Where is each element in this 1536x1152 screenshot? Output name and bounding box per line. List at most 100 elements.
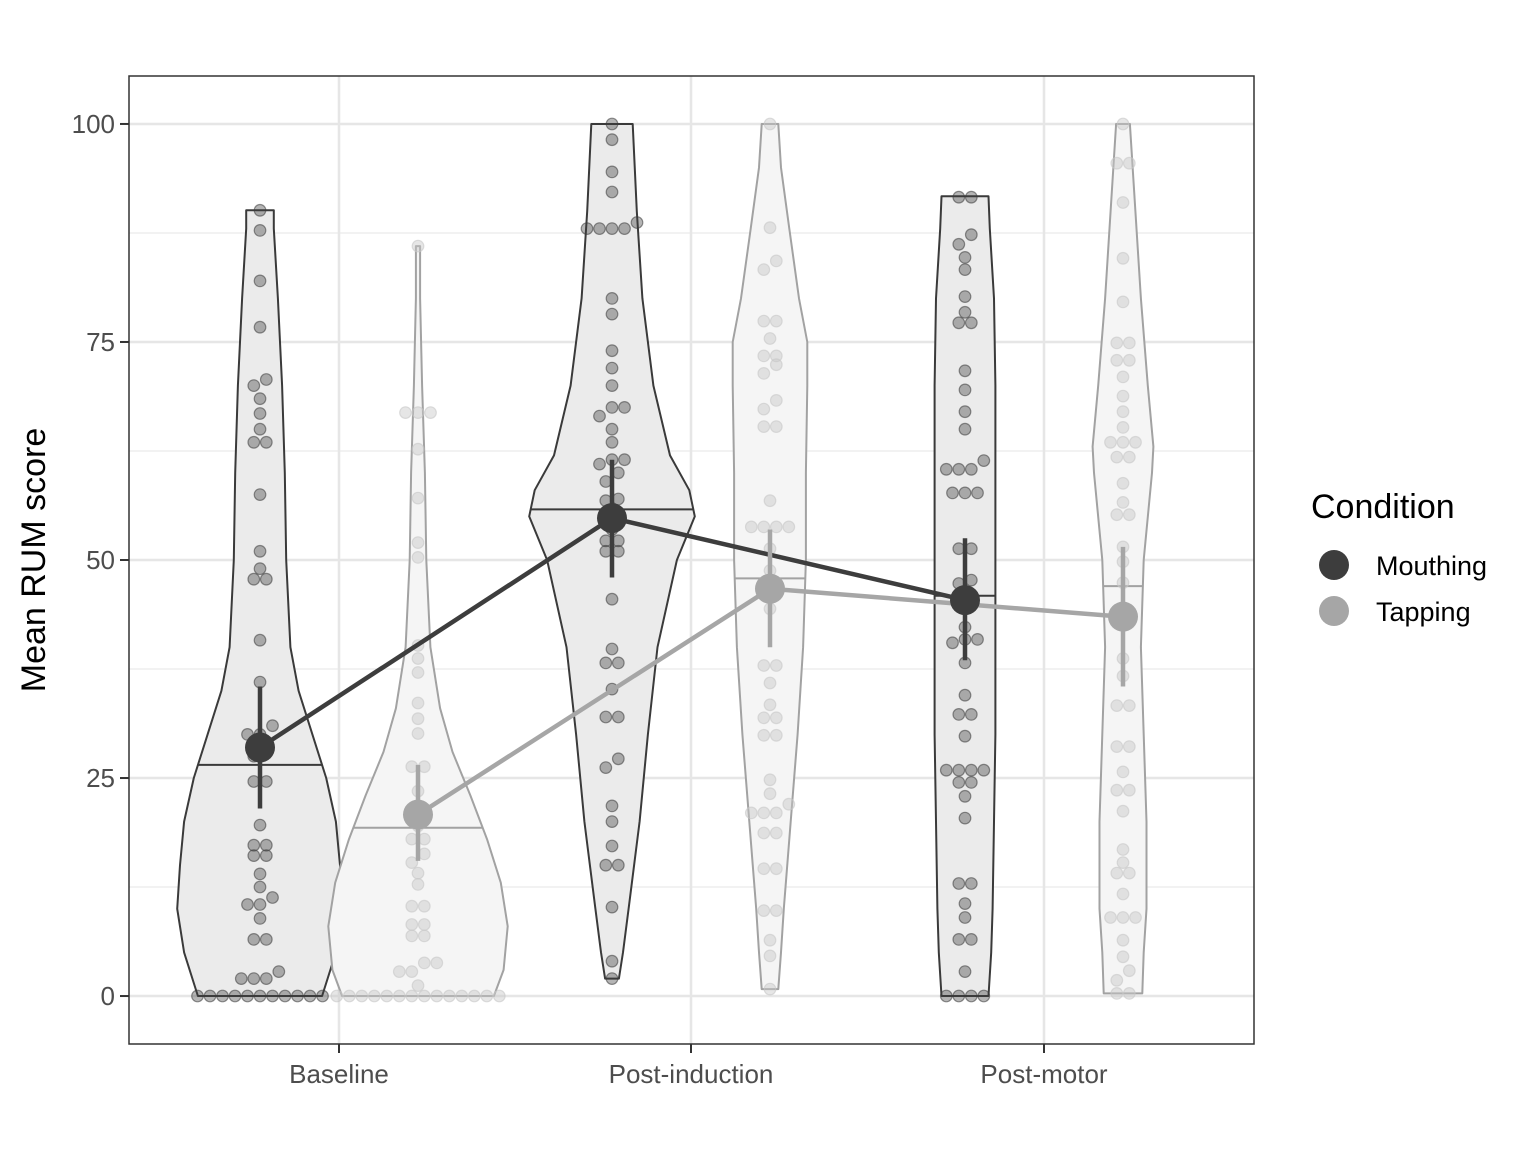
data-point xyxy=(247,933,261,946)
data-point xyxy=(367,989,381,1003)
data-point xyxy=(253,223,267,237)
data-point xyxy=(1122,450,1136,464)
data-point xyxy=(1122,964,1136,978)
data-point xyxy=(605,133,619,147)
data-point xyxy=(964,228,978,242)
data-point xyxy=(342,989,356,1003)
data-point xyxy=(952,877,966,890)
data-point xyxy=(417,929,431,943)
data-point xyxy=(247,435,261,449)
data-point xyxy=(618,453,631,467)
data-point xyxy=(259,849,273,862)
legend-key-mouthing xyxy=(1319,550,1349,580)
data-point xyxy=(971,486,984,500)
data-point xyxy=(605,401,619,414)
data-point xyxy=(630,216,644,229)
data-point xyxy=(234,972,248,985)
data-point xyxy=(1122,866,1136,880)
data-point xyxy=(1116,295,1130,309)
data-point xyxy=(253,392,267,406)
data-point xyxy=(411,491,425,505)
data-point xyxy=(977,989,991,1003)
data-point xyxy=(964,708,978,721)
data-point xyxy=(430,989,444,1003)
data-point xyxy=(958,911,972,924)
data-point xyxy=(1116,496,1130,509)
data-point xyxy=(964,763,978,777)
data-point xyxy=(763,773,777,787)
x-tick-label: Post-induction xyxy=(609,1059,774,1089)
data-point xyxy=(939,989,953,1003)
data-point xyxy=(417,956,431,970)
data-point xyxy=(430,956,444,970)
data-point xyxy=(442,989,456,1003)
data-point xyxy=(611,656,625,670)
data-point xyxy=(599,656,613,670)
data-point xyxy=(405,918,419,931)
data-point xyxy=(958,305,972,319)
data-point xyxy=(757,349,771,363)
data-point xyxy=(769,659,783,672)
data-point xyxy=(605,799,619,813)
data-point xyxy=(939,763,953,777)
data-point xyxy=(763,332,777,345)
data-point xyxy=(599,858,613,872)
data-point xyxy=(1110,336,1124,350)
data-point xyxy=(1122,987,1136,1000)
data-point xyxy=(782,520,796,534)
violin-tapping xyxy=(327,245,509,997)
data-point xyxy=(611,752,625,766)
data-point xyxy=(259,572,273,586)
data-point xyxy=(964,462,978,476)
mean-point xyxy=(597,503,627,534)
data-point xyxy=(769,420,783,434)
data-point xyxy=(958,383,972,397)
legend-title: Condition xyxy=(1311,488,1455,526)
data-point xyxy=(763,787,777,801)
data-point xyxy=(1116,476,1130,490)
data-point xyxy=(1116,389,1130,403)
data-point xyxy=(424,406,437,420)
data-point xyxy=(272,965,286,978)
data-point xyxy=(253,274,267,288)
data-point xyxy=(964,877,978,890)
data-point xyxy=(757,402,771,416)
data-point xyxy=(417,989,431,1003)
data-point xyxy=(247,379,261,393)
data-point xyxy=(605,117,619,131)
data-point xyxy=(1129,435,1142,449)
data-point xyxy=(605,642,619,656)
data-point xyxy=(958,405,972,419)
data-point xyxy=(278,989,292,1003)
data-point xyxy=(1116,843,1130,856)
data-point xyxy=(253,912,267,925)
data-point xyxy=(1116,251,1130,265)
data-point xyxy=(1104,435,1117,449)
data-point xyxy=(411,696,425,710)
data-point xyxy=(380,989,394,1003)
data-point xyxy=(1110,740,1124,753)
data-point xyxy=(605,307,619,321)
data-point xyxy=(1129,911,1142,924)
data-point xyxy=(253,867,267,881)
data-point xyxy=(1116,950,1130,964)
data-point xyxy=(253,818,267,832)
data-point xyxy=(763,933,777,947)
data-point xyxy=(757,520,771,534)
data-point xyxy=(203,989,217,1003)
data-point xyxy=(253,898,267,911)
data-point xyxy=(417,899,431,913)
data-point xyxy=(303,989,317,1003)
data-point xyxy=(355,989,369,1003)
data-point xyxy=(593,222,606,236)
data-point xyxy=(952,316,966,330)
y-tick-label: 75 xyxy=(86,327,115,357)
data-point xyxy=(1116,421,1130,434)
data-point xyxy=(1116,804,1130,818)
data-point xyxy=(971,633,984,646)
data-point xyxy=(1116,196,1130,209)
data-point xyxy=(247,572,261,586)
data-point xyxy=(1122,699,1136,712)
data-point xyxy=(1122,156,1136,170)
